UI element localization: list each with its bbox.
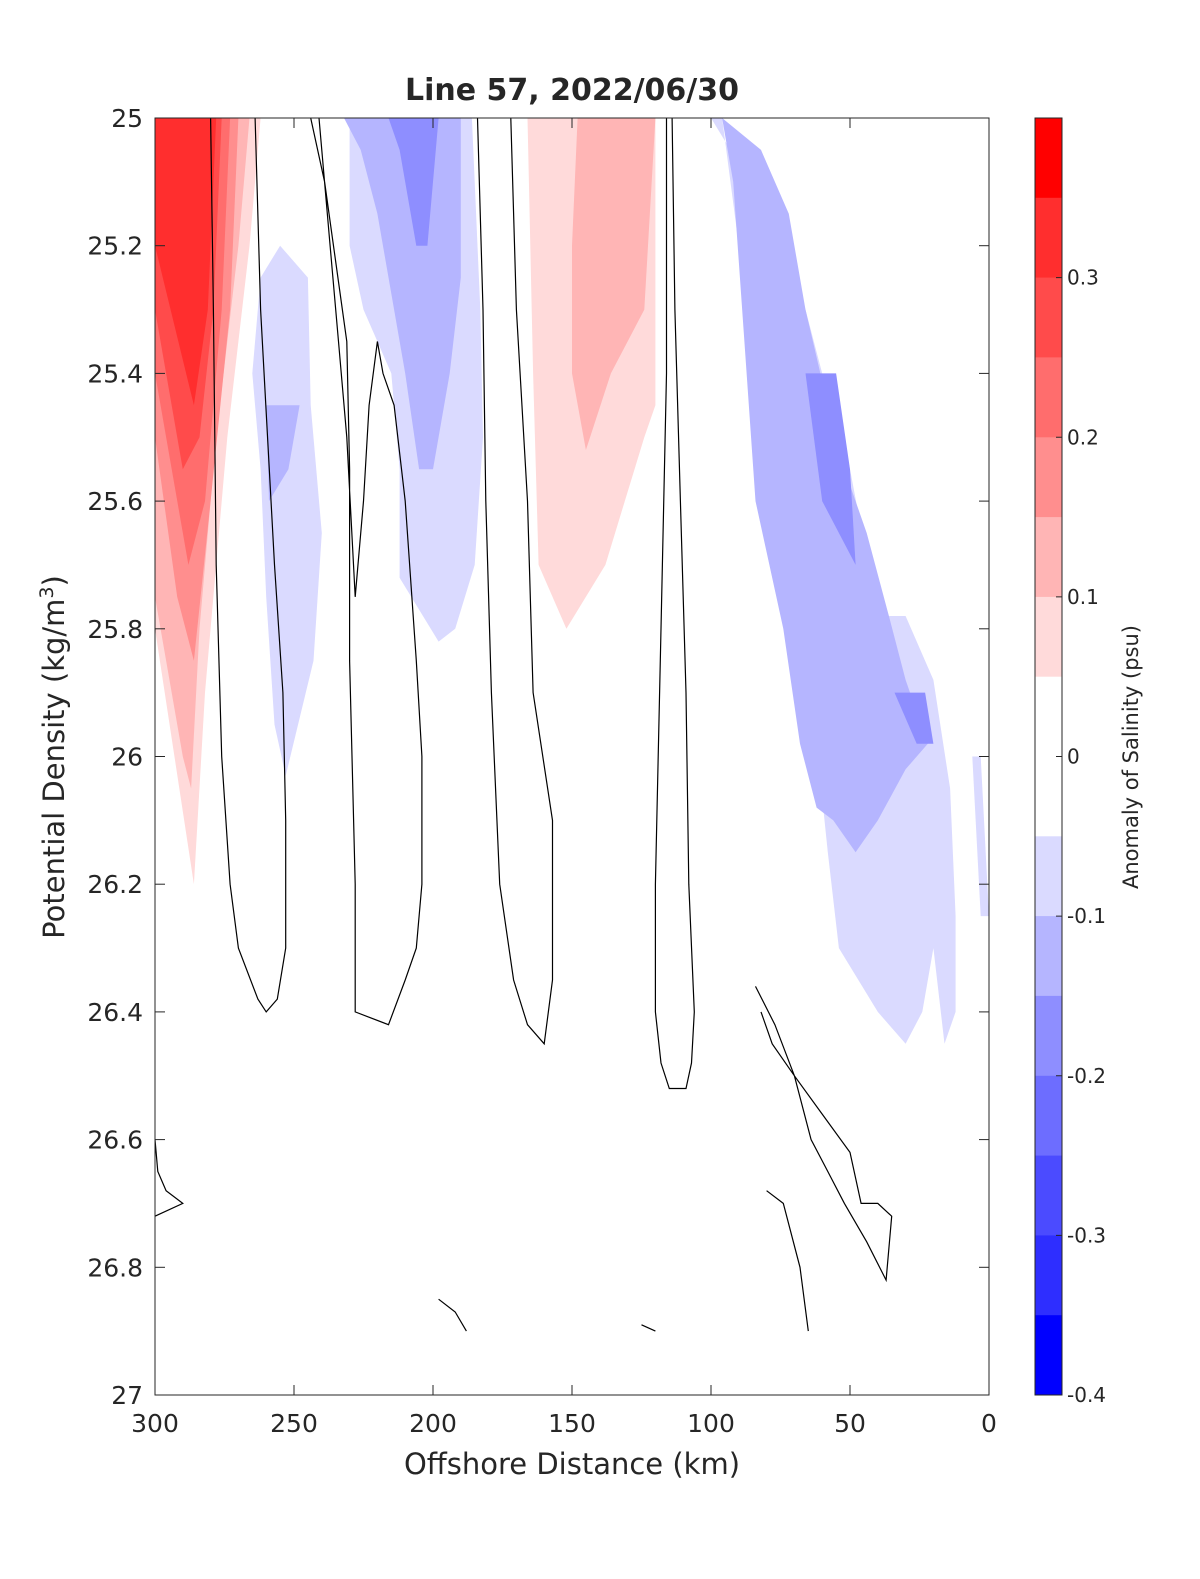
colorbar-band <box>1035 995 1062 1077</box>
colorbar-band <box>1035 916 1062 997</box>
colorbar-band <box>1035 277 1062 358</box>
zero-contour-lines <box>155 118 893 1332</box>
colorbar-tick-label: 0.2 <box>1067 425 1099 449</box>
x-tick-label: 200 <box>409 1409 457 1438</box>
contour-region-17 <box>388 118 439 246</box>
filled-contours <box>155 118 989 1364</box>
y-tick-label: 25.2 <box>87 232 143 261</box>
y-tick-label: 26.8 <box>87 1253 143 1282</box>
zero-contour-5 <box>766 1190 809 1332</box>
zero-contour-1 <box>310 118 423 1026</box>
colorbar-label: Anomaly of Salinity (psu) <box>1119 625 1143 889</box>
x-axis-ticks: 300 250 200 150 100 50 0 <box>131 118 997 1438</box>
zero-contour-4 <box>754 986 893 1283</box>
chart-title: Line 57, 2022/06/30 <box>405 73 739 108</box>
zero-contour-6 <box>155 1139 184 1217</box>
contour-region-20 <box>805 373 856 565</box>
x-tick-label: 150 <box>548 1409 596 1438</box>
y-tick-label: 27 <box>111 1381 143 1410</box>
contour-region-10 <box>572 118 656 450</box>
colorbar-tick-label: -0.1 <box>1067 904 1106 928</box>
contour-region-6 <box>155 118 217 406</box>
contour-region-21 <box>894 692 934 744</box>
x-axis-label: Offshore Distance (km) <box>404 1447 740 1481</box>
x-tick-label: 50 <box>834 1409 866 1438</box>
zero-contour-9 <box>641 1324 656 1332</box>
colorbar-tick-label: -0.4 <box>1067 1383 1106 1407</box>
x-tick-label: 250 <box>270 1409 318 1438</box>
colorbar-band <box>1035 1235 1062 1316</box>
zero-contour-2 <box>476 118 554 1046</box>
y-axis-label-close: ) <box>37 575 71 586</box>
contour-region-14 <box>266 405 300 502</box>
colorbar-band <box>1035 596 1062 678</box>
colorbar-band <box>1035 517 1062 598</box>
colorbar-band <box>1035 836 1062 917</box>
colorbar-band <box>1035 118 1062 199</box>
colorbar-band <box>1035 1075 1062 1157</box>
y-axis-ticks: 25 25.2 25.4 25.6 25.8 26 26.2 26.4 26.6 26.8 27 <box>87 104 989 1410</box>
zero-contour-8 <box>438 1298 467 1332</box>
y-axis-label-main: Potential Density (kg/m <box>37 599 71 939</box>
contour-region-7 <box>155 1299 164 1332</box>
zero-contour-3 <box>654 118 695 1090</box>
contour-region-16 <box>344 118 461 470</box>
contour-region-11 <box>280 833 522 1364</box>
x-tick-label: 0 <box>981 1409 997 1438</box>
y-tick-label: 26.4 <box>87 998 143 1027</box>
y-tick-label: 26 <box>111 743 143 772</box>
colorbar-bands <box>1035 118 1062 1396</box>
colorbar: 0.3 0.2 0.1 0 -0.1 -0.2 -0.3 -0.4 Anomaly of Sa… <box>1034 117 1143 1407</box>
y-tick-label: 25.6 <box>87 487 143 516</box>
y-tick-label: 25 <box>111 104 143 133</box>
y-axis-label-superscript: 3 <box>36 586 58 598</box>
contour-region-13 <box>252 245 322 776</box>
colorbar-tick-label: -0.2 <box>1067 1064 1106 1088</box>
colorbar-tick-label: 0.3 <box>1067 266 1099 290</box>
colorbar-band <box>1035 1315 1062 1396</box>
x-tick-label: 300 <box>131 1409 179 1438</box>
colorbar-band <box>1035 197 1062 279</box>
y-axis-label: Potential Density (kg/m3) <box>36 575 71 939</box>
colorbar-tick-label: 0 <box>1067 745 1080 769</box>
y-tick-label: 26.2 <box>87 870 143 899</box>
contour-region-22 <box>972 756 989 917</box>
colorbar-band <box>1035 1155 1062 1236</box>
y-tick-label: 25.4 <box>87 359 143 388</box>
colorbar-band <box>1035 437 1062 518</box>
zero-contour-0 <box>210 118 287 1013</box>
plot-area: 300 250 200 150 100 50 0 2525.225.425.625.8262… <box>87 104 997 1438</box>
y-tick-label: 25.8 <box>87 615 143 644</box>
colorbar-tick-label: 0.1 <box>1067 585 1099 609</box>
colorbar-ticks: 0.3 0.2 0.1 0 -0.1 -0.2 -0.3 -0.4 <box>1056 266 1106 1407</box>
x-tick-label: 100 <box>687 1409 735 1438</box>
y-tick-label: 26.6 <box>87 1126 143 1155</box>
colorbar-tick-label: -0.3 <box>1067 1223 1106 1247</box>
colorbar-band <box>1035 357 1062 438</box>
